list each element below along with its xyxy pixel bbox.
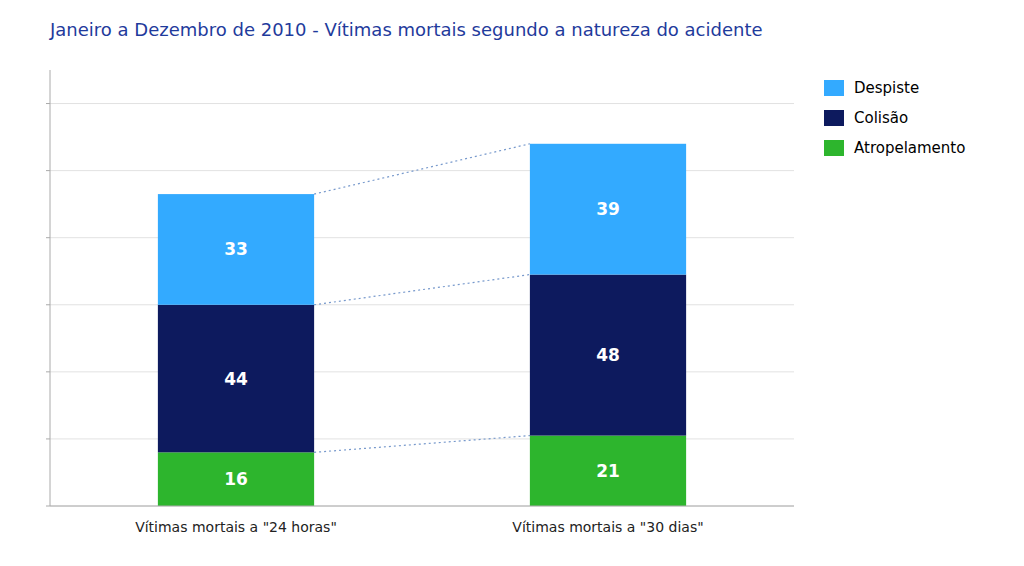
connector-line bbox=[314, 144, 530, 194]
grid-line bbox=[50, 103, 794, 104]
legend: Despiste Colisão Atropelamento bbox=[824, 79, 965, 157]
bar-segment bbox=[158, 452, 314, 506]
bar-segment bbox=[158, 194, 314, 305]
legend-label: Atropelamento bbox=[854, 139, 965, 157]
legend-swatch bbox=[824, 110, 844, 126]
legend-swatch bbox=[824, 140, 844, 156]
data-label: 44 bbox=[224, 369, 248, 389]
plot-area bbox=[158, 144, 686, 506]
connector-line bbox=[314, 275, 530, 305]
data-label: 16 bbox=[224, 469, 248, 489]
legend-swatch bbox=[824, 80, 844, 96]
bar-segment bbox=[158, 305, 314, 453]
bar-segment bbox=[530, 144, 686, 275]
connector-line bbox=[314, 436, 530, 453]
chart-container: Janeiro a Dezembro de 2010 - Vítimas mor… bbox=[0, 0, 1024, 566]
legend-label: Colisão bbox=[854, 109, 908, 127]
x-tick-label: Vítimas mortais a "30 dias" bbox=[512, 519, 703, 535]
y-tick bbox=[46, 438, 50, 439]
data-label: 21 bbox=[596, 461, 620, 481]
data-label: 39 bbox=[596, 199, 620, 219]
legend-label: Despiste bbox=[854, 79, 919, 97]
y-tick bbox=[46, 371, 50, 372]
x-tick-label: Vítimas mortais a "24 horas" bbox=[135, 519, 337, 535]
grid-line bbox=[50, 506, 794, 507]
data-labels: 16 21 44 48 33 39 bbox=[224, 199, 620, 489]
x-axis-line bbox=[50, 506, 794, 507]
y-tick bbox=[46, 103, 50, 104]
y-axis-line bbox=[50, 70, 51, 506]
y-tick bbox=[46, 304, 50, 305]
data-label: 48 bbox=[596, 345, 620, 365]
page: {"chart_data": { "type": "bar", "title":… bbox=[0, 0, 1024, 566]
title: Janeiro a Dezembro de 2010 - Vítimas mor… bbox=[49, 19, 763, 40]
chart-svg: Janeiro a Dezembro de 2010 - Vítimas mor… bbox=[0, 0, 1024, 566]
grid bbox=[46, 104, 794, 506]
bar-segment bbox=[530, 275, 686, 436]
y-tick bbox=[46, 506, 50, 507]
data-label: 33 bbox=[224, 239, 248, 259]
y-tick bbox=[46, 237, 50, 238]
bar-segment bbox=[530, 436, 686, 506]
y-tick bbox=[46, 170, 50, 171]
